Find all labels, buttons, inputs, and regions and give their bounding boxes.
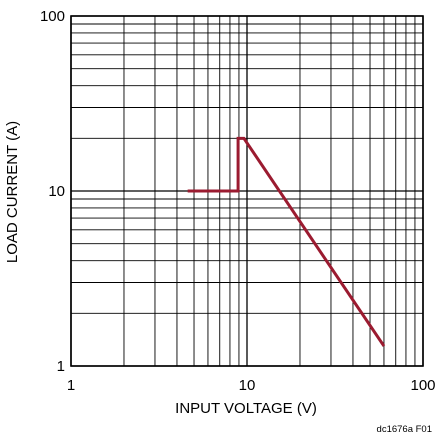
x-axis-title: INPUT VOLTAGE (V) (175, 400, 317, 417)
y-axis-title: LOAD CURRENT (A) (4, 121, 21, 263)
y-tick-label: 100 (40, 8, 65, 25)
x-tick-label: 10 (239, 377, 256, 394)
grid (70, 15, 424, 367)
plot-frame (70, 15, 424, 367)
x-tick-label: 1 (67, 377, 75, 394)
figure-id: dc1676a F01 (377, 424, 432, 435)
series-line (187, 136, 386, 347)
series-layer (187, 136, 386, 347)
plot-border (70, 15, 424, 367)
y-tick-label: 10 (48, 183, 65, 200)
tick-labels: 1 10 100 1 10 100 (40, 8, 436, 394)
x-tick-label: 100 (410, 377, 435, 394)
y-tick-label: 1 (57, 358, 65, 375)
